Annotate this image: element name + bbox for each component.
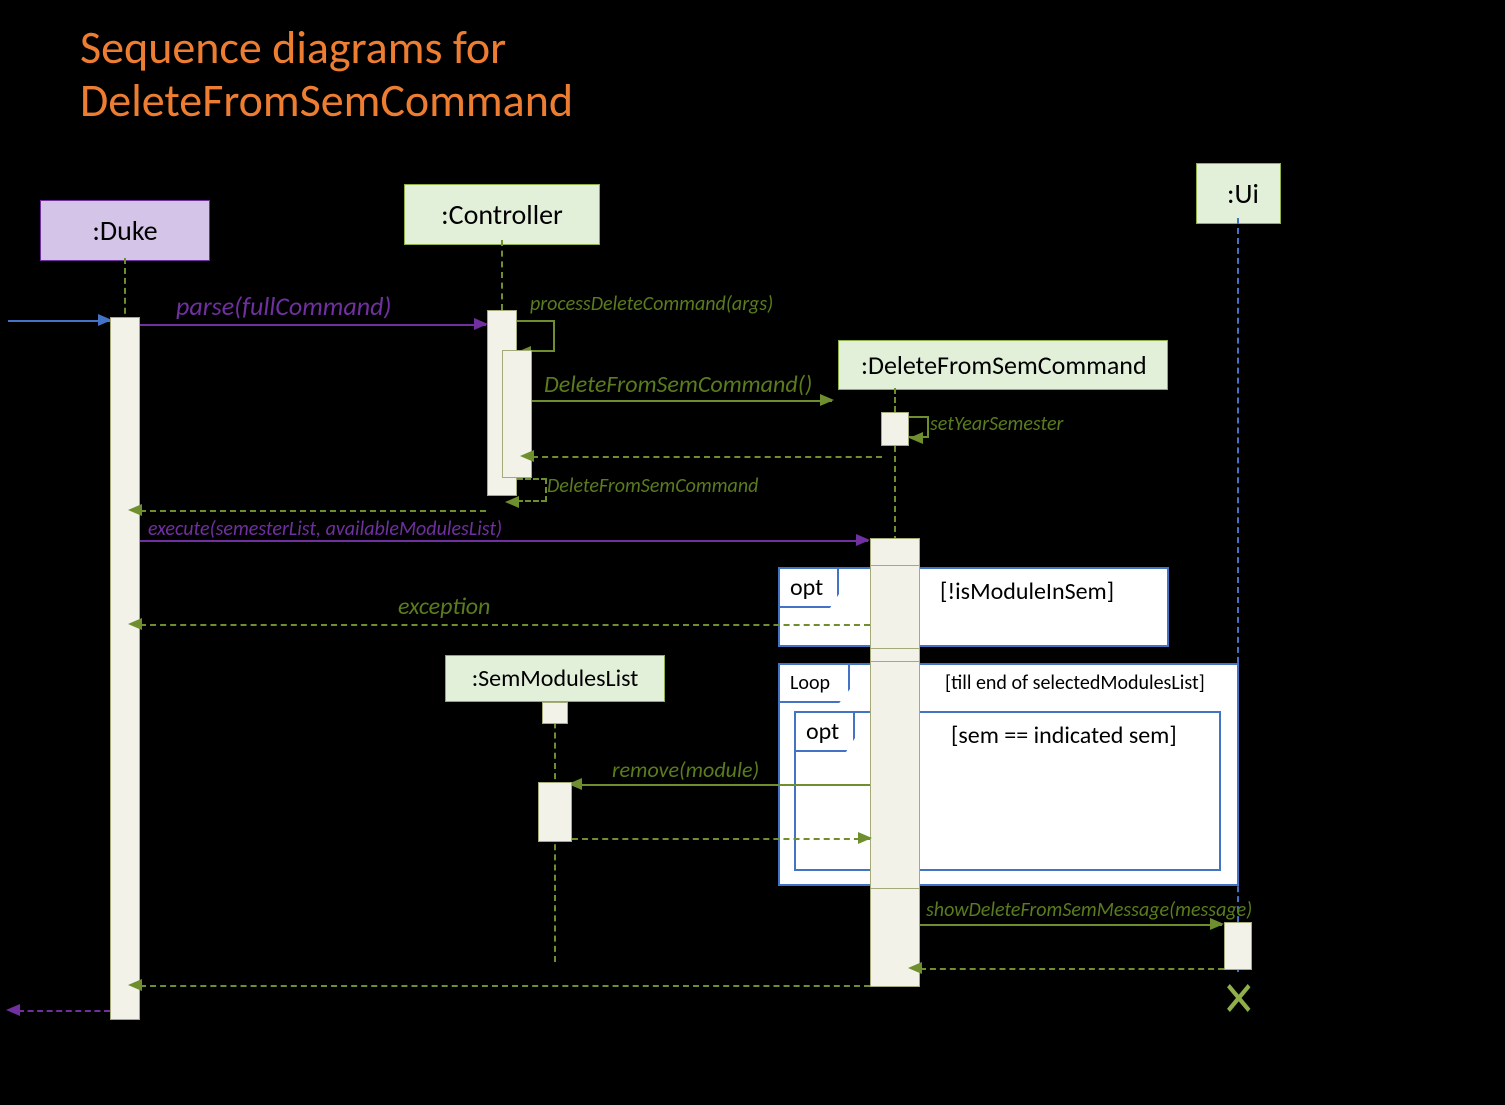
arrowhead-exception <box>128 618 142 630</box>
arrow-found-message <box>8 320 110 322</box>
arrowhead-execute <box>856 534 870 546</box>
arrowhead-remove-return <box>858 832 872 844</box>
arrowhead-selfreturn <box>505 496 519 508</box>
activation-delcmd-execute-mask2 <box>870 661 920 889</box>
msg-execute: execute(semesterList, availableModulesLi… <box>148 517 502 541</box>
lifeline-delcmd-mid <box>894 446 896 542</box>
diagram-title: Sequence diagrams for DeleteFromSemComma… <box>80 22 573 128</box>
activation-delcmd-execute-mask1 <box>870 565 920 649</box>
activation-delcmd-ctor <box>881 412 909 446</box>
activation-semmods-head <box>542 702 568 724</box>
arrowhead-ctor-return-inner <box>520 450 534 462</box>
arrowhead-parse-return <box>128 504 142 516</box>
fragment-loop-cond: [till end of selectedModulesList] <box>945 671 1205 695</box>
msg-set-year-sem: setYearSemester <box>930 412 1063 436</box>
msg-parse: parse(fullCommand) <box>176 290 391 322</box>
arrowhead-parse <box>474 318 488 330</box>
arrow-show-msg <box>920 924 1222 926</box>
arrow-ctor-call <box>532 400 832 402</box>
fragment-loop-tab: Loop <box>778 663 850 703</box>
arrow-execute-return <box>140 985 870 987</box>
lifeline-delcmd-top <box>894 388 896 412</box>
fragment-opt2-cond: [sem == indicated sem] <box>951 721 1177 750</box>
arrowhead-execute-return <box>128 979 142 991</box>
arrow-remove <box>580 784 870 786</box>
fragment-opt2-tab: opt <box>794 711 855 752</box>
arrowhead-show-msg <box>1210 918 1224 930</box>
arrowhead-set-year-sem <box>909 432 923 444</box>
activation-duke <box>110 317 140 1020</box>
msg-remove: remove(module) <box>612 756 759 783</box>
fragment-opt-sem-eq: opt [sem == indicated sem] <box>794 711 1221 871</box>
arrowhead-found-return <box>6 1004 20 1016</box>
title-line1: Sequence diagrams for <box>80 20 506 76</box>
arrow-parse-return <box>140 510 486 512</box>
activation-ui <box>1224 922 1252 970</box>
arrowhead-ctor-call <box>820 394 834 406</box>
arrow-show-msg-return <box>920 968 1224 970</box>
title-line2: DeleteFromSemCommand <box>80 73 573 129</box>
lifeline-head-deletefromsemcommand: :DeleteFromSemCommand <box>838 340 1168 390</box>
arrow-exception <box>140 624 870 626</box>
arrow-found-return <box>18 1010 110 1012</box>
msg-ctor-return: DeleteFromSemCommand <box>547 474 758 498</box>
lifeline-head-semmoduleslist: :SemModulesList <box>445 655 665 702</box>
activation-semmods-remove <box>538 782 572 842</box>
fragment-opt1-tab: opt <box>778 567 839 608</box>
msg-exception: exception <box>398 592 490 621</box>
arrow-ctor-return-inner <box>532 456 882 458</box>
fragment-opt1-cond: [!isModuleInSem] <box>940 577 1114 606</box>
arrow-parse <box>140 324 486 326</box>
msg-process-delete: processDeleteCommand(args) <box>530 292 773 316</box>
fragment-opt-not-in-sem: opt [!isModuleInSem] <box>778 567 1169 647</box>
arrow-execute <box>140 540 868 542</box>
lifeline-head-duke: :Duke <box>40 200 210 261</box>
arrowhead-show-msg-return <box>908 962 922 974</box>
selfreturn-process-delete <box>517 478 547 502</box>
lifeline-controller-top <box>501 240 503 310</box>
lifeline-head-ui: :Ui <box>1196 163 1281 224</box>
termination-ui: ✕ <box>1222 970 1256 1029</box>
lifeline-head-controller: :Controller <box>404 184 600 245</box>
arrow-remove-return <box>572 838 870 840</box>
msg-ctor-call: DeleteFromSemCommand() <box>544 370 812 399</box>
msg-show-delete-msg: showDeleteFromSemMessage(message) <box>926 898 1252 922</box>
